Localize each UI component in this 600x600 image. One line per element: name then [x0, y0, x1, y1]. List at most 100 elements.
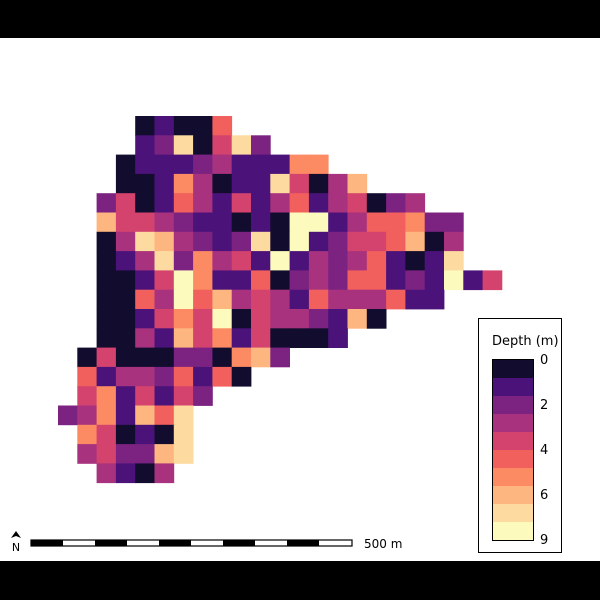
- depth-cell: [212, 289, 233, 310]
- bottom-black-bar: [0, 561, 600, 600]
- depth-cell: [424, 231, 445, 252]
- depth-cell: [115, 463, 136, 484]
- depth-cell: [115, 328, 136, 348]
- depth-cell: [231, 154, 252, 175]
- depth-cell: [154, 135, 175, 155]
- depth-cell: [77, 347, 97, 368]
- depth-cell: [328, 231, 348, 252]
- depth-cell: [289, 212, 310, 233]
- depth-cell: [386, 289, 406, 310]
- depth-cell: [154, 251, 175, 271]
- depth-cell: [251, 173, 271, 194]
- depth-cell: [308, 328, 329, 348]
- depth-cell: [444, 231, 464, 252]
- depth-cell: [308, 270, 329, 291]
- depth-cell: [251, 309, 271, 329]
- depth-cell: [135, 463, 155, 484]
- depth-cell: [77, 405, 97, 426]
- depth-cell: [135, 366, 155, 387]
- depth-cell: [308, 193, 329, 213]
- legend-title: Depth (m): [492, 334, 559, 349]
- north-label: N: [12, 541, 20, 552]
- depth-cell: [270, 212, 290, 233]
- depth-cell: [212, 231, 233, 252]
- depth-cell: [366, 231, 387, 252]
- depth-cell: [289, 193, 310, 213]
- depth-cell: [386, 251, 406, 271]
- legend-tick: 9: [540, 533, 549, 548]
- depth-cell: [115, 289, 136, 310]
- depth-cell: [328, 212, 348, 233]
- depth-cell: [135, 444, 155, 464]
- depth-cell: [405, 193, 426, 213]
- depth-cell: [115, 231, 136, 252]
- depth-cell: [193, 173, 213, 194]
- depth-cell: [96, 463, 117, 484]
- depth-cell: [289, 154, 310, 175]
- depth-cell: [173, 116, 194, 136]
- depth-cell: [251, 193, 271, 213]
- depth-cell: [212, 347, 233, 368]
- depth-cell: [444, 251, 464, 271]
- depth-cell: [328, 328, 348, 348]
- depth-cell: [405, 212, 426, 233]
- depth-cell: [347, 212, 368, 233]
- depth-cell: [173, 328, 194, 348]
- depth-cell: [77, 386, 97, 406]
- depth-cell: [308, 309, 329, 329]
- depth-cell: [270, 270, 290, 291]
- depth-cell: [154, 328, 175, 348]
- depth-cell: [135, 309, 155, 329]
- depth-cell: [135, 328, 155, 348]
- depth-cell: [405, 231, 426, 252]
- depth-cell: [308, 173, 329, 194]
- depth-cell: [193, 347, 213, 368]
- depth-cell: [154, 289, 175, 310]
- depth-cell: [251, 231, 271, 252]
- depth-cell: [96, 251, 117, 271]
- depth-cell: [173, 251, 194, 271]
- depth-cell: [308, 212, 329, 233]
- depth-cell: [308, 154, 329, 175]
- depth-cell: [366, 193, 387, 213]
- depth-cell: [173, 386, 194, 406]
- depth-cell: [173, 347, 194, 368]
- depth-cell: [347, 289, 368, 310]
- north-arrow-icon: N: [11, 531, 21, 552]
- depth-cell: [231, 366, 252, 387]
- depth-cell: [173, 309, 194, 329]
- depth-cell: [115, 173, 136, 194]
- depth-cell: [212, 212, 233, 233]
- depth-cell: [251, 328, 271, 348]
- legend-swatch: [493, 360, 533, 378]
- depth-cell: [154, 173, 175, 194]
- depth-cell: [270, 231, 290, 252]
- depth-cell: [328, 289, 348, 310]
- depth-cell: [193, 193, 213, 213]
- depth-cell: [270, 251, 290, 271]
- depth-cell: [366, 309, 387, 329]
- depth-cell: [96, 444, 117, 464]
- depth-cell: [115, 386, 136, 406]
- depth-cell: [135, 289, 155, 310]
- depth-cell: [115, 444, 136, 464]
- depth-cell: [173, 212, 194, 233]
- depth-cell: [77, 366, 97, 387]
- depth-cell: [212, 328, 233, 348]
- scale-bar-label: 500 m: [364, 537, 403, 551]
- depth-cell: [289, 309, 310, 329]
- depth-cell: [154, 231, 175, 252]
- depth-cell: [347, 193, 368, 213]
- depth-cell: [135, 212, 155, 233]
- legend-colorbar: [492, 359, 534, 541]
- depth-cell: [424, 270, 445, 291]
- depth-cell: [173, 231, 194, 252]
- depth-cell: [193, 116, 213, 136]
- depth-cell: [328, 173, 348, 194]
- depth-cell: [463, 270, 483, 291]
- depth-cell: [366, 212, 387, 233]
- depth-cell: [135, 386, 155, 406]
- depth-cell: [231, 328, 252, 348]
- depth-cell: [270, 328, 290, 348]
- scale-bar: [30, 539, 353, 547]
